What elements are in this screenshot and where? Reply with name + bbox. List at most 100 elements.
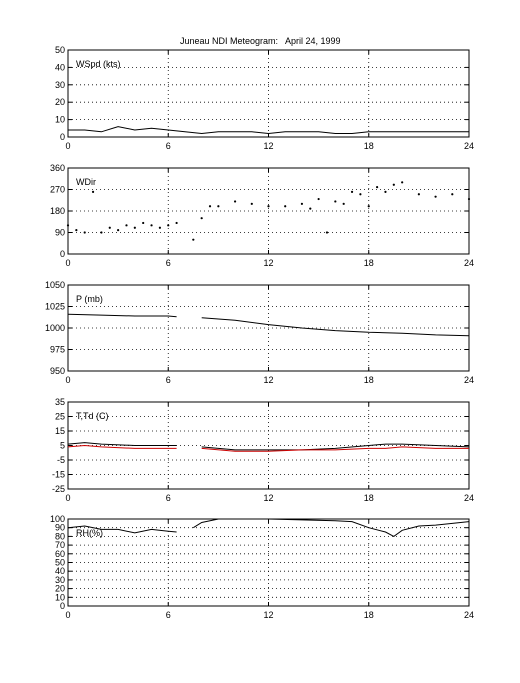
- y-tick-label: 950: [50, 366, 65, 376]
- data-point: [108, 226, 111, 229]
- data-point: [309, 207, 312, 210]
- x-tick-label: 18: [364, 610, 374, 620]
- y-tick-label: 30: [55, 575, 65, 585]
- x-tick-label: 12: [263, 258, 273, 268]
- panel-label: P (mb): [76, 294, 103, 304]
- x-tick-label: 12: [263, 610, 273, 620]
- y-tick-label: 10: [55, 115, 65, 125]
- data-point: [142, 221, 145, 225]
- panel-1: 0 6 12 18 24 0 10 20 30 40 50 WSpd (kts): [55, 45, 474, 151]
- y-tick-label: 5: [60, 441, 65, 451]
- x-tick-label: 6: [166, 375, 171, 385]
- data-point: [284, 205, 287, 208]
- x-tick-label: 6: [166, 493, 171, 503]
- y-tick-label: 10: [55, 592, 65, 602]
- x-tick-label: 24: [464, 141, 474, 151]
- data-point: [200, 217, 203, 220]
- x-tick-label: 18: [364, 258, 374, 268]
- plot-frame: [67, 49, 470, 138]
- x-tick-label: 18: [364, 493, 374, 503]
- data-point: [150, 224, 153, 227]
- data-point: [350, 190, 354, 193]
- y-tick-label: 360: [50, 163, 65, 173]
- y-tick-label: 0: [60, 132, 65, 142]
- data-point: [384, 190, 387, 193]
- x-tick-label: 18: [364, 141, 374, 151]
- y-tick-label: 0: [60, 249, 65, 259]
- data-point: [117, 229, 120, 232]
- data-point: [417, 193, 420, 196]
- data-point: [100, 231, 103, 234]
- series-line: [67, 444, 469, 452]
- data-point: [167, 224, 170, 227]
- y-tick-label: 70: [55, 540, 65, 550]
- panel-label: WSpd (kts): [76, 59, 121, 69]
- x-tick-label: 0: [65, 375, 70, 385]
- x-tick-label: 24: [464, 258, 474, 268]
- y-tick-label: 0: [60, 601, 65, 611]
- panel-label: T,Td (C): [76, 411, 109, 421]
- data-point: [233, 200, 237, 203]
- data-point: [158, 226, 161, 229]
- series-line: [68, 126, 469, 135]
- x-tick-label: 6: [166, 141, 171, 151]
- y-tick-label: 60: [55, 549, 65, 559]
- y-tick-label: -5: [57, 455, 65, 465]
- data-point: [392, 183, 395, 186]
- data-point: [91, 190, 95, 193]
- data-point: [75, 229, 78, 232]
- series-line: [67, 518, 470, 537]
- panel-3: 0 6 12 18 24 950 975 1000 1025 1050 P (mb): [45, 280, 474, 385]
- y-tick-label: 90: [55, 523, 65, 533]
- y-tick-label: 1000: [45, 323, 65, 333]
- series-line: [67, 313, 470, 337]
- y-tick-label: 40: [55, 566, 65, 576]
- panel-4: 0 6 12 18 24 -25 -15 -5 5 15 25 35 T,Td (C): [52, 397, 474, 503]
- data-point: [317, 197, 320, 201]
- data-point: [125, 224, 128, 227]
- data-point: [83, 231, 86, 234]
- data-point: [192, 238, 195, 241]
- data-point: [133, 226, 136, 229]
- y-tick-label: 270: [50, 185, 65, 195]
- y-tick-label: 30: [55, 80, 65, 90]
- data-point: [250, 202, 253, 205]
- y-tick-label: 35: [55, 397, 65, 407]
- panel-label: WDir: [76, 177, 96, 187]
- x-tick-label: 18: [364, 375, 374, 385]
- y-tick-label: 20: [55, 97, 65, 107]
- y-tick-label: 25: [55, 412, 65, 422]
- data-point: [367, 205, 370, 208]
- data-point: [334, 200, 337, 203]
- data-point: [342, 202, 345, 205]
- data-point: [467, 197, 471, 201]
- y-tick-label: 50: [55, 558, 65, 568]
- x-tick-label: 12: [263, 141, 273, 151]
- data-point: [325, 231, 329, 234]
- data-point: [451, 193, 454, 196]
- data-point: [376, 186, 379, 189]
- y-tick-label: 975: [50, 345, 65, 355]
- x-tick-label: 12: [263, 375, 273, 385]
- series-line: [67, 442, 470, 451]
- y-tick-label: -25: [52, 484, 65, 494]
- x-tick-label: 6: [166, 610, 171, 620]
- y-tick-label: 180: [50, 206, 65, 216]
- data-point: [267, 205, 270, 208]
- data-point: [359, 193, 362, 196]
- x-tick-label: 12: [263, 493, 273, 503]
- data-point: [401, 181, 404, 184]
- x-tick-label: 0: [65, 141, 70, 151]
- y-tick-label: 40: [55, 62, 65, 72]
- y-tick-label: 80: [55, 531, 65, 541]
- figure-title: Juneau NDI Meteogram:: [180, 36, 278, 46]
- y-tick-label: 20: [55, 584, 65, 594]
- panel-2: 0 6 12 18 24 0 90 180 270 360 WDir: [50, 163, 474, 268]
- y-tick-label: 90: [55, 228, 65, 238]
- data-point: [434, 195, 437, 198]
- y-tick-label: 1025: [45, 302, 65, 312]
- x-tick-label: 0: [65, 610, 70, 620]
